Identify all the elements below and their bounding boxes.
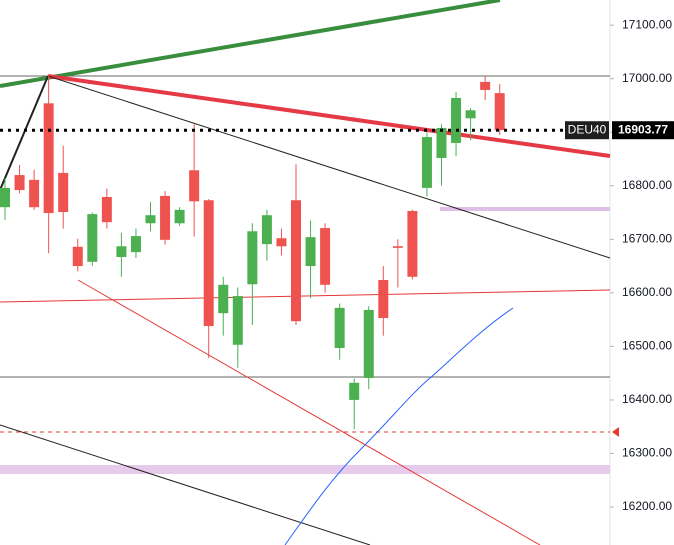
candle-body <box>291 200 301 322</box>
candle-body <box>320 228 331 285</box>
candle-body <box>276 238 287 247</box>
candle-body <box>0 187 10 208</box>
candle-body <box>305 237 316 267</box>
candle-body <box>14 175 25 191</box>
last-price-label: 16903.77 <box>618 122 668 136</box>
symbol-box <box>565 121 609 140</box>
zone-band <box>440 207 610 211</box>
candle-body <box>87 214 98 262</box>
y-tick-label: 16300.00 <box>622 446 672 460</box>
candle-body <box>232 296 243 345</box>
y-tick-label: 16700.00 <box>622 231 672 245</box>
candle-body <box>203 200 214 327</box>
alert-marker <box>612 427 619 437</box>
moving-average <box>284 307 514 545</box>
candle-body <box>72 246 83 267</box>
y-tick-label: 16400.00 <box>622 392 672 406</box>
y-tick-label: 17000.00 <box>622 71 672 85</box>
y-tick-label: 16200.00 <box>622 499 672 513</box>
trend-line <box>0 289 611 303</box>
candle-body <box>261 215 272 245</box>
candle-body <box>349 382 360 400</box>
candle-body <box>130 236 141 253</box>
y-tick-label: 16500.00 <box>622 339 672 353</box>
price-box <box>612 121 674 140</box>
candle-body <box>465 110 476 119</box>
symbol-label: DEU40 <box>568 122 607 136</box>
trend-line <box>0 0 501 88</box>
candle-body <box>378 279 389 319</box>
candle-body <box>189 170 200 202</box>
candle-body <box>392 246 403 248</box>
candle-body <box>58 172 69 213</box>
candle-body <box>334 307 345 348</box>
candle-body <box>116 246 127 257</box>
candle-body <box>160 195 171 240</box>
zone-band <box>0 465 610 474</box>
candle-body <box>29 179 40 208</box>
trend-line <box>0 424 371 545</box>
trend-line <box>0 75 49 191</box>
candle-body <box>480 81 491 90</box>
y-tick-label: 16600.00 <box>622 285 672 299</box>
candle-body <box>145 215 156 224</box>
candle-body <box>218 284 229 314</box>
candle-body <box>407 210 418 277</box>
trend-line <box>47 75 611 259</box>
candle-body <box>174 209 185 224</box>
candle-body <box>451 97 462 143</box>
candle-body <box>43 103 54 214</box>
candle-body <box>101 197 112 223</box>
y-tick-label: 17100.00 <box>622 17 672 31</box>
candle-body <box>494 93 505 131</box>
trend-line <box>77 279 541 545</box>
candle-body <box>421 137 432 188</box>
candle-body <box>247 231 258 285</box>
y-tick-label: 16800.00 <box>622 178 672 192</box>
trend-line <box>47 74 611 158</box>
candle-body <box>363 309 374 378</box>
candle-body <box>436 127 447 158</box>
